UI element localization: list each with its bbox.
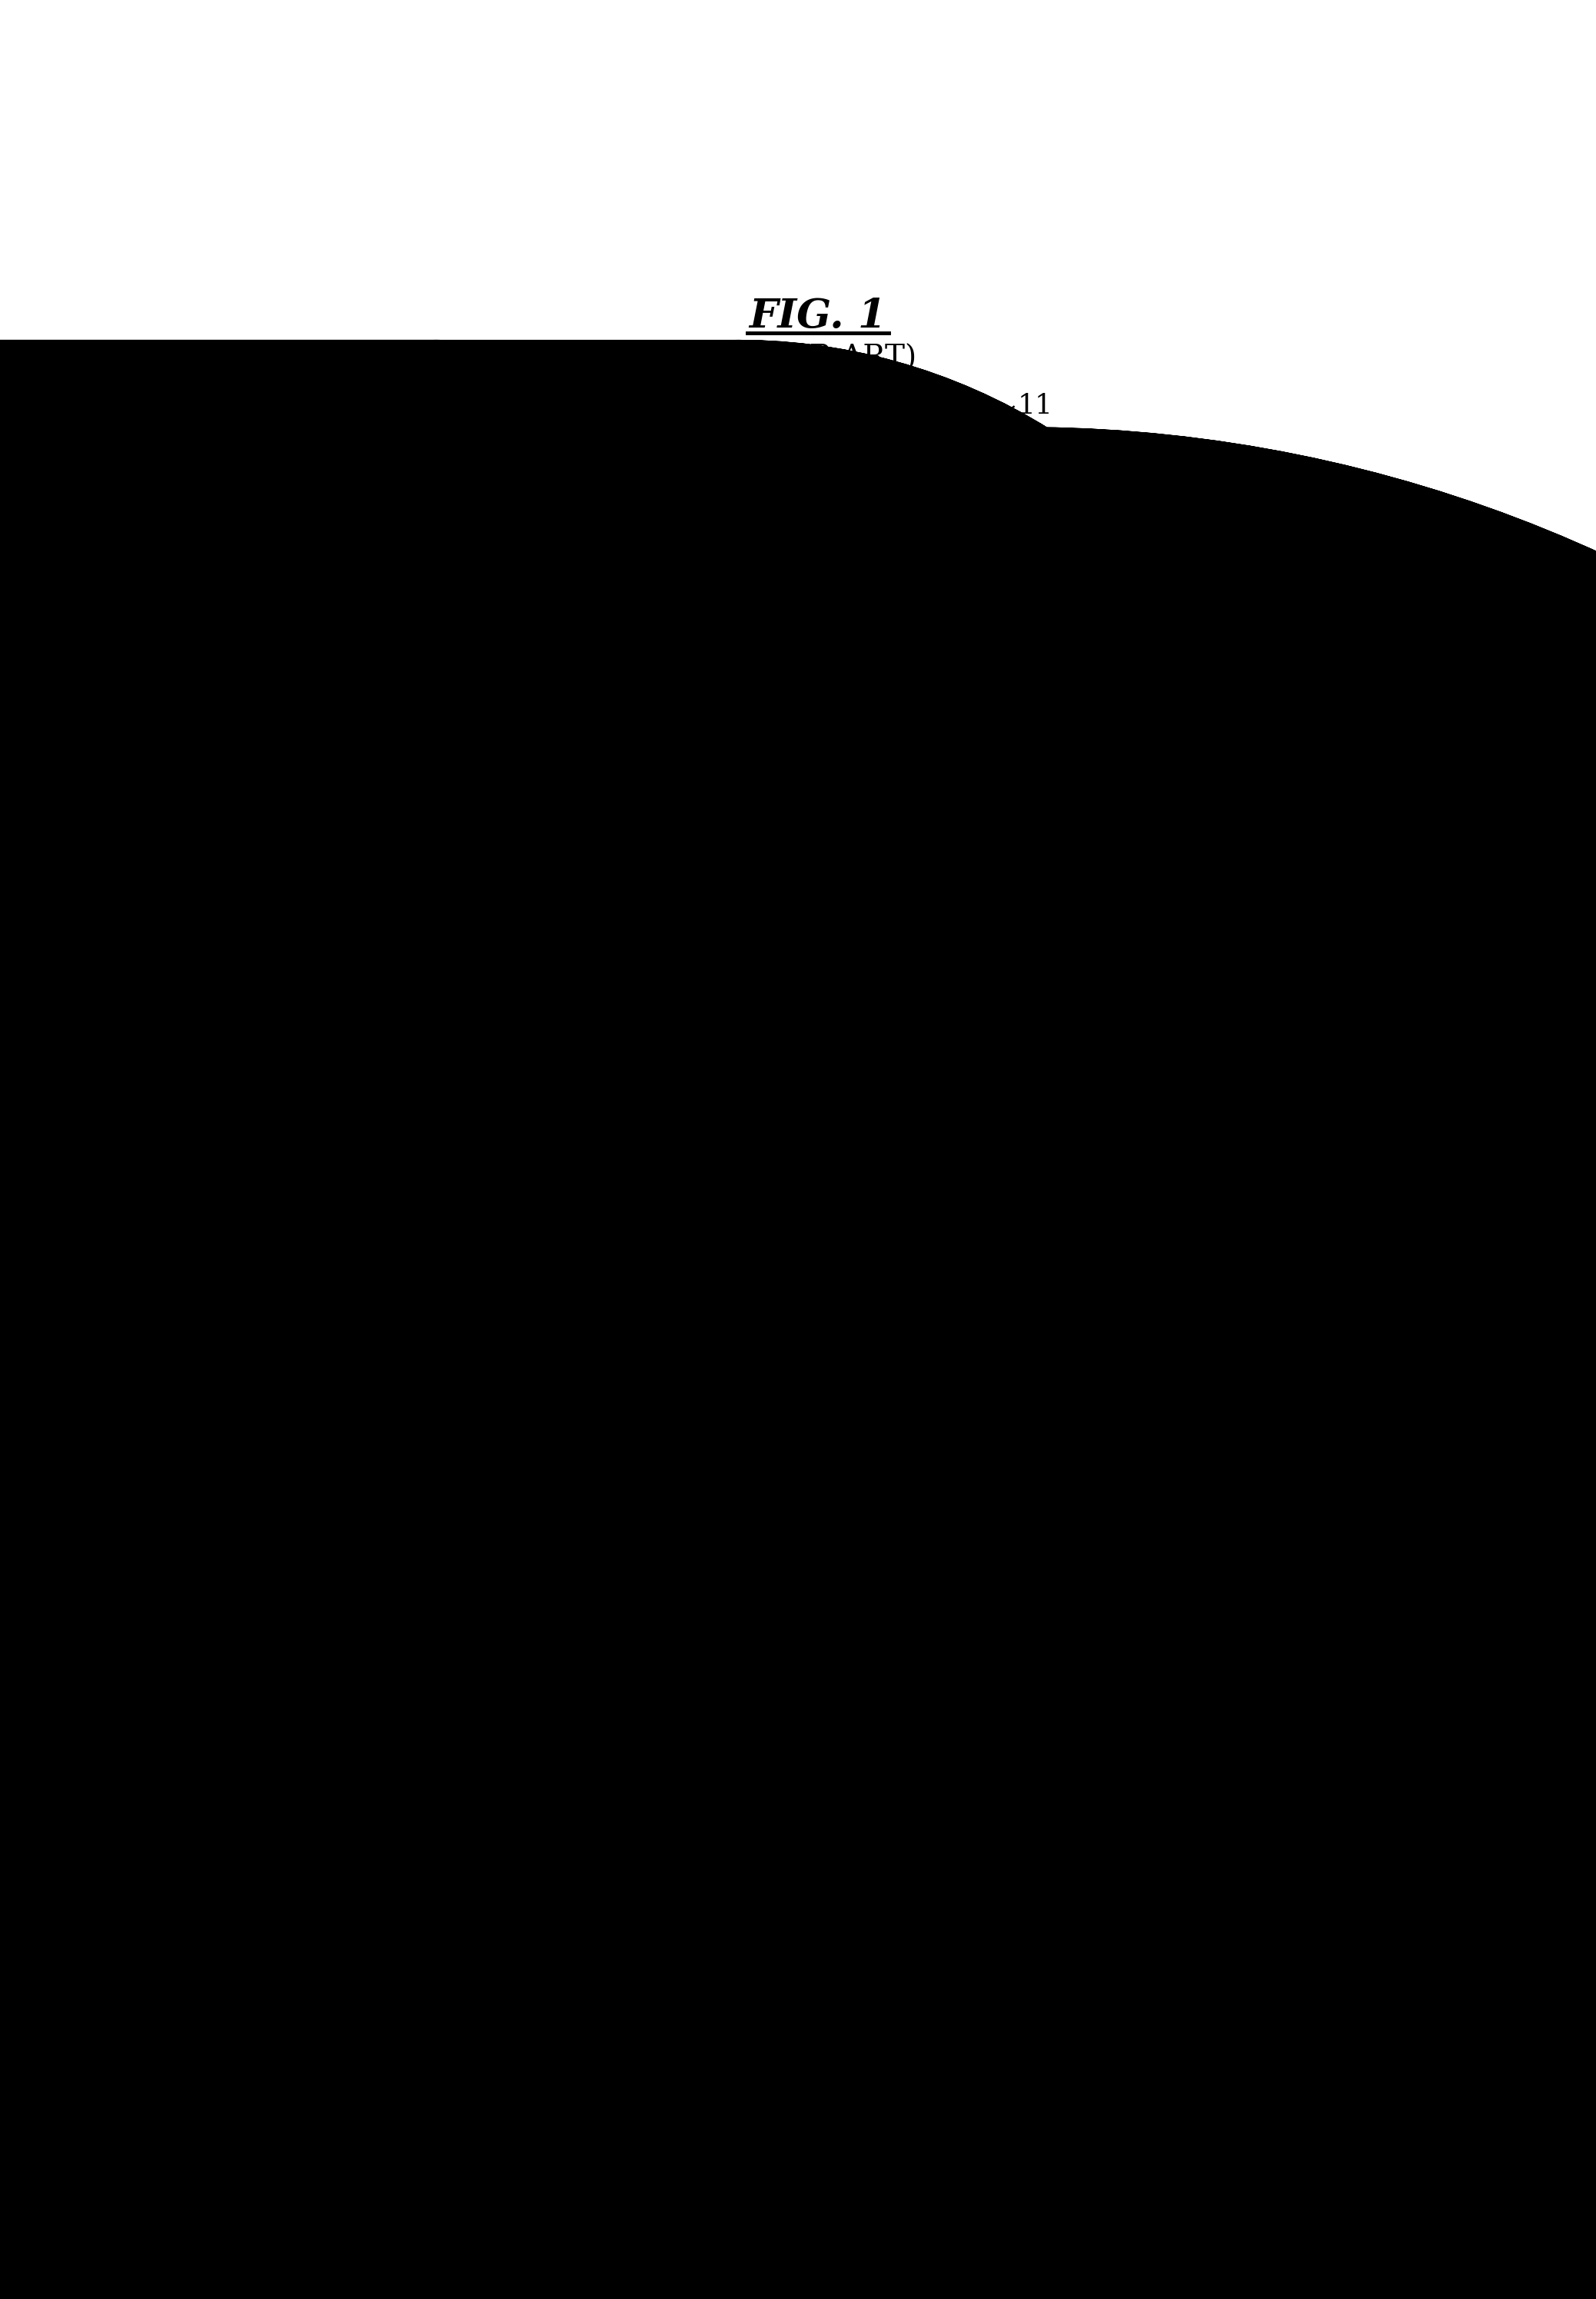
Text: Non-linear: Non-linear: [1210, 1690, 1360, 1715]
Text: FIG. 1: FIG. 1: [749, 297, 887, 336]
Text: +: +: [289, 818, 313, 846]
Text: C12: C12: [686, 570, 742, 598]
Text: Antenna: Antenna: [531, 1800, 658, 1830]
Text: C20: C20: [613, 1230, 670, 1255]
Text: +: +: [689, 818, 712, 846]
Text: 22: 22: [937, 1710, 974, 1736]
Text: 21: 21: [1231, 1710, 1266, 1736]
Text: (PRIOR ART): (PRIOR ART): [322, 1097, 520, 1124]
Text: RF Signals: RF Signals: [289, 1745, 442, 1773]
Bar: [511, 864, 677, 989]
Text: (PRIOR ART): (PRIOR ART): [720, 345, 916, 372]
Text: L20: L20: [469, 1331, 523, 1359]
Bar: [814, 864, 978, 989]
Text: 20: 20: [271, 1189, 306, 1216]
Text: Operating State: Operating State: [1210, 1738, 1435, 1763]
Text: L22: L22: [857, 1331, 911, 1359]
Text: C11: C11: [571, 414, 627, 441]
Text: 11: 11: [958, 823, 994, 848]
Text: C10: C10: [445, 570, 501, 598]
Text: Filter: Filter: [839, 1800, 922, 1830]
Text: +: +: [689, 1708, 712, 1733]
Text: Operating State: Operating State: [1109, 848, 1334, 876]
Text: 10: 10: [271, 370, 306, 395]
Text: 20: 20: [656, 1710, 691, 1736]
Text: HIFU Signals: HIFU Signals: [289, 777, 479, 805]
Text: 10: 10: [656, 823, 691, 848]
Text: L21: L21: [721, 1331, 776, 1359]
Circle shape: [948, 1274, 956, 1281]
Bar: [511, 1754, 677, 1878]
Text: Non-linear: Non-linear: [1109, 802, 1259, 828]
Text: Amp. in: Amp. in: [1109, 754, 1218, 779]
Text: C21: C21: [768, 1230, 824, 1255]
Text: L10: L10: [721, 414, 776, 441]
Text: Amp.: Amp.: [1135, 1800, 1213, 1830]
Text: RF Signals: RF Signals: [689, 1745, 841, 1773]
Text: RF Signals: RF Signals: [961, 1743, 1114, 1770]
Text: 11: 11: [1017, 393, 1053, 418]
Text: RF Signals: RF Signals: [289, 858, 442, 885]
Text: HIFU Signals: HIFU Signals: [689, 1667, 879, 1692]
Text: FIG. 2: FIG. 2: [369, 1044, 506, 1083]
Text: HIFU Signals: HIFU Signals: [689, 777, 879, 805]
Bar: [1100, 1754, 1248, 1878]
Text: C13: C13: [892, 570, 950, 598]
Text: HIFU Signals: HIFU Signals: [289, 1667, 479, 1692]
Text: RF Signals: RF Signals: [689, 858, 841, 885]
Bar: [808, 1754, 956, 1878]
Text: +: +: [289, 1708, 313, 1733]
Text: Antenna: Antenna: [531, 913, 658, 940]
Text: FIG. 3: FIG. 3: [1140, 1274, 1277, 1313]
Text: FIG. 4: FIG. 4: [749, 1961, 887, 2000]
Text: 21: 21: [1015, 1207, 1050, 1232]
Circle shape: [951, 460, 959, 467]
Text: Amp. in: Amp. in: [1210, 1641, 1318, 1669]
Text: Amp.: Amp.: [857, 913, 935, 940]
